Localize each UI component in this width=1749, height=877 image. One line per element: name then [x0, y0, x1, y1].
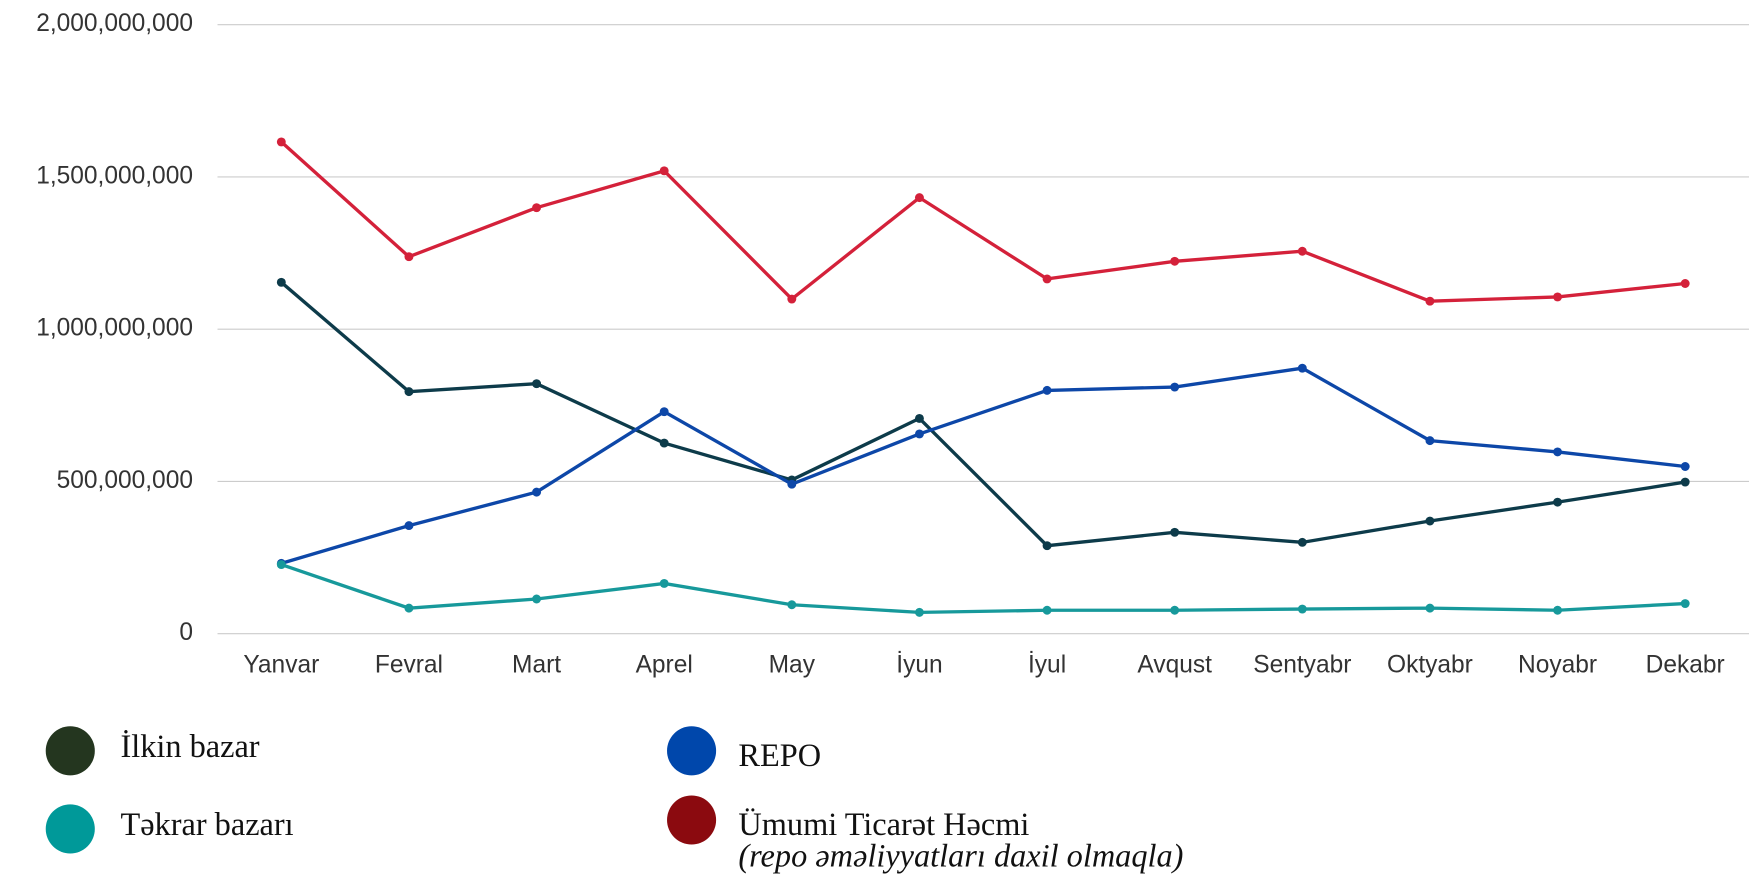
legend-label: Ümumi Ticarət Həcmi — [738, 806, 1029, 842]
data-point — [659, 166, 669, 176]
x-tick-label: Yanvar — [243, 652, 319, 679]
data-point — [276, 277, 286, 287]
data-point — [1170, 382, 1180, 392]
series-line — [280, 366, 1686, 565]
x-tick-label: Aprel — [636, 652, 693, 679]
legend-marker — [45, 726, 95, 776]
x-tick-label: Sentyabr — [1253, 652, 1351, 679]
data-point — [404, 521, 414, 531]
data-point — [1425, 296, 1435, 306]
data-point — [1425, 516, 1435, 526]
data-point — [1680, 279, 1690, 288]
legend-note: (repo əməliyyatları daxil olmaqla) — [738, 837, 1183, 873]
data-point — [1042, 385, 1052, 395]
data-point — [1553, 292, 1563, 302]
x-tick-label: Oktyabr — [1387, 652, 1473, 679]
data-point — [1297, 604, 1307, 614]
legend-marker — [667, 726, 717, 776]
data-point — [1042, 541, 1052, 551]
data-point — [1297, 537, 1307, 547]
data-point — [1553, 447, 1563, 457]
legend-label: REPO — [738, 737, 821, 773]
data-point — [914, 607, 924, 617]
data-point — [1297, 246, 1307, 256]
data-point — [787, 600, 797, 610]
series-line — [280, 140, 1686, 303]
data-point — [787, 479, 797, 489]
data-point — [1680, 477, 1690, 487]
x-tick-label: Noyabr — [1518, 652, 1597, 679]
data-point — [914, 413, 924, 423]
data-point — [532, 487, 542, 497]
data-point — [532, 379, 542, 389]
data-point — [1425, 436, 1435, 446]
data-point — [276, 560, 286, 570]
x-tick-label: İyul — [1028, 652, 1066, 679]
series-line — [280, 281, 1686, 548]
legend-marker — [45, 804, 95, 854]
data-point — [1170, 256, 1180, 266]
data-point — [787, 294, 797, 304]
legend-label: İlkin bazar — [120, 728, 259, 764]
data-point — [532, 203, 542, 213]
series-line — [280, 562, 1686, 615]
data-point — [1042, 605, 1052, 615]
data-point — [1680, 599, 1690, 609]
y-tick-label: 2,000,000,000 — [36, 10, 193, 37]
data-point — [1553, 497, 1563, 507]
data-point — [1297, 363, 1307, 373]
y-tick-label: 0 — [179, 619, 193, 646]
x-tick-label: Mart — [512, 652, 561, 679]
data-point — [404, 387, 414, 397]
data-point — [1170, 605, 1180, 615]
data-point — [659, 438, 669, 448]
y-tick-label: 500,000,000 — [57, 467, 193, 494]
data-point — [914, 429, 924, 439]
data-point — [276, 137, 286, 147]
y-tick-label: 1,500,000,000 — [36, 162, 193, 189]
data-point — [1042, 274, 1052, 284]
x-tick-label: İyun — [896, 652, 942, 679]
x-tick-label: Avqust — [1137, 652, 1212, 679]
data-point — [1680, 462, 1690, 471]
x-tick-label: May — [769, 652, 816, 679]
data-point — [1170, 527, 1180, 537]
data-point — [404, 603, 414, 613]
data-point — [659, 578, 669, 588]
data-point — [1553, 605, 1563, 615]
legend-label: Təkrar bazarı — [120, 806, 293, 842]
x-tick-label: Fevral — [375, 652, 443, 679]
x-tick-label: Dekabr — [1646, 652, 1725, 679]
data-point — [532, 594, 542, 604]
data-point — [659, 407, 669, 417]
y-tick-label: 1,000,000,000 — [36, 315, 193, 342]
data-point — [404, 252, 414, 262]
legend-marker — [667, 795, 717, 845]
data-point — [1425, 603, 1435, 613]
data-point — [914, 193, 924, 203]
